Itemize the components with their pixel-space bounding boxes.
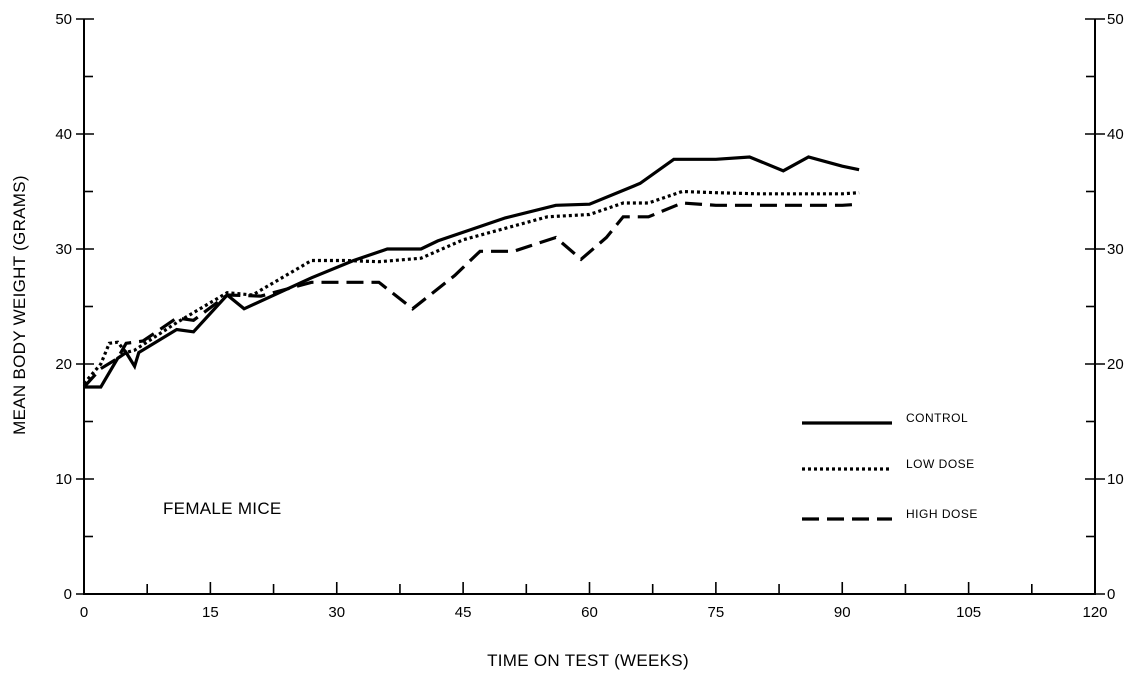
y-tick-label-left: 50: [55, 11, 72, 28]
legend-label-high-dose: HIGH DOSE: [906, 507, 978, 521]
x-tick-label: 15: [202, 604, 219, 621]
legend-label-control: CONTROL: [906, 411, 968, 425]
annotation-female-mice: FEMALE MICE: [163, 499, 282, 518]
y-tick-label-left: 10: [55, 471, 72, 488]
x-tick-label: 90: [834, 604, 851, 621]
x-axis-title: TIME ON TEST (WEEKS): [487, 651, 689, 670]
legend-label-low-dose: LOW DOSE: [906, 457, 975, 471]
y-tick-label-left: 30: [55, 241, 72, 258]
x-tick-label: 105: [956, 604, 981, 621]
series-line-high-dose: [82, 201, 860, 389]
x-tick-label: 120: [1082, 604, 1107, 621]
series-layer: [82, 155, 860, 389]
y-tick-label-right: 30: [1107, 241, 1124, 258]
legend: CONTROL LOW DOSE HIGH DOSE: [802, 411, 978, 521]
x-tick-label: 30: [328, 604, 345, 621]
y-tick-label-right: 10: [1107, 471, 1124, 488]
y-axis-title: MEAN BODY WEIGHT (GRAMS): [10, 175, 29, 435]
y-tick-label-right: 40: [1107, 126, 1124, 143]
y-tick-label-right: 50: [1107, 11, 1124, 28]
series-line-low-dose: [82, 189, 860, 385]
x-tick-label: 60: [581, 604, 598, 621]
y-tick-label-left: 40: [55, 126, 72, 143]
x-tick-label: 0: [80, 604, 88, 621]
y-tick-label-left: 0: [64, 586, 72, 603]
x-tick-label: 75: [708, 604, 725, 621]
y-tick-label-left: 20: [55, 356, 72, 373]
x-tick-label: 45: [455, 604, 472, 621]
series-line-control: [84, 155, 860, 389]
y-tick-label-right: 20: [1107, 356, 1124, 373]
y-tick-label-right: 0: [1107, 586, 1115, 603]
